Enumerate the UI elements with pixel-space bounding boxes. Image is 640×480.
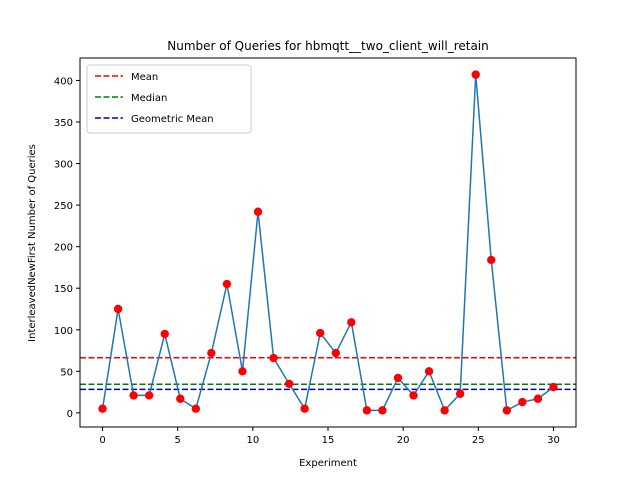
data-point: [331, 348, 340, 358]
data-point: [440, 406, 449, 415]
y-tick-label: 50: [60, 367, 73, 378]
x-axis-label: Experiment: [299, 458, 357, 469]
data-point: [347, 318, 356, 327]
data-point: [176, 394, 185, 403]
data-point: [487, 255, 496, 265]
data-point: [393, 373, 403, 383]
y-tick-label: 300: [54, 160, 73, 171]
data-point: [129, 391, 138, 400]
data-point: [300, 404, 309, 413]
y-tick-label: 200: [54, 243, 73, 254]
y-tick-label: 250: [54, 201, 73, 212]
data-point: [222, 279, 232, 289]
data-point: [518, 397, 527, 407]
legend-box: [86, 64, 252, 134]
data-point: [378, 406, 387, 415]
data-point: [284, 379, 294, 388]
x-tick-label: 10: [246, 435, 259, 446]
data-point: [362, 406, 372, 415]
data-point: [455, 389, 465, 398]
data-point: [549, 382, 558, 392]
data-point: [160, 329, 169, 339]
y-tick-label: 0: [67, 409, 73, 420]
y-axis-label: InterleavedNewFirst Number of Queries: [27, 144, 38, 342]
data-point: [269, 353, 278, 363]
legend-label: Median: [131, 93, 167, 104]
data-point: [316, 328, 325, 338]
y-tick-label: 150: [54, 284, 73, 295]
data-point: [471, 70, 480, 79]
data-point: [253, 207, 263, 216]
data-point: [409, 391, 418, 400]
x-tick-label: 30: [547, 435, 560, 446]
data-point: [424, 367, 434, 376]
series-line: [101, 74, 554, 412]
y-tick-label: 350: [54, 118, 73, 129]
data-point: [207, 348, 216, 358]
x-tick-label: 15: [322, 435, 335, 446]
data-point: [502, 406, 512, 415]
x-tick-label: 20: [397, 435, 410, 446]
y-tick-label: 400: [54, 76, 73, 87]
data-point: [113, 304, 123, 314]
data-point: [191, 404, 201, 413]
data-point: [98, 404, 107, 413]
data-point: [238, 367, 247, 376]
legend: Mean Median Geometric Mean: [86, 64, 252, 134]
x-tick-label: 25: [472, 435, 485, 446]
y-tick-label: 100: [54, 326, 73, 337]
legend-label: Mean: [131, 72, 158, 83]
x-tick-label: 0: [99, 435, 105, 446]
data-point: [533, 394, 543, 403]
legend-label: Geometric Mean: [131, 114, 214, 125]
chart-title: Number of Queries for hbmqtt__two_client…: [167, 39, 489, 53]
data-point: [144, 391, 154, 400]
x-tick-label: 5: [175, 435, 181, 446]
